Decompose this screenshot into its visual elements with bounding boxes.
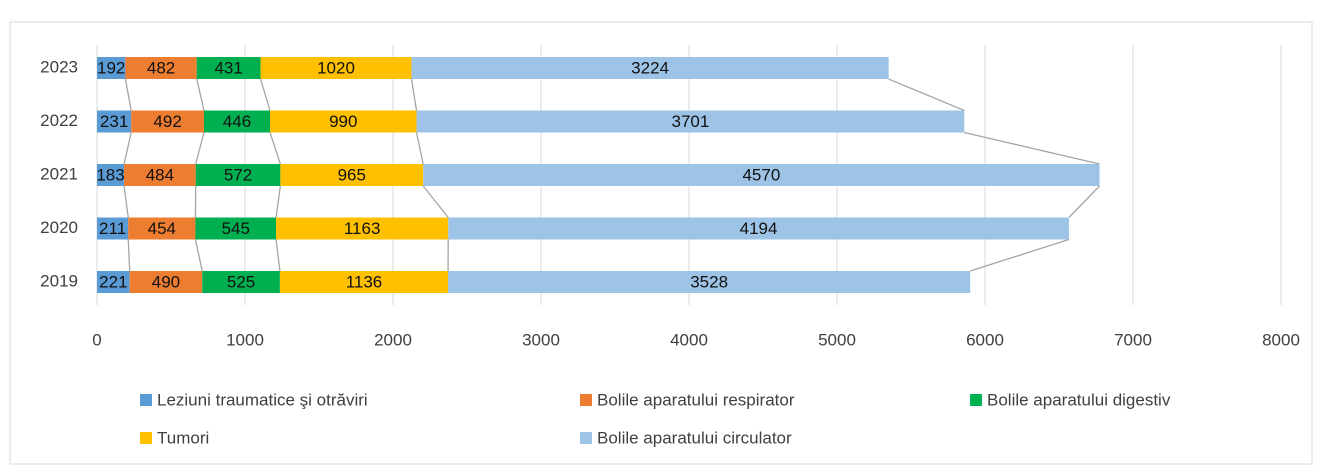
series-line [259, 78, 271, 111]
bar-segment [195, 164, 281, 186]
x-tick-label: 1000 [226, 330, 264, 349]
bar-segment [128, 217, 196, 240]
data-label: 3701 [671, 112, 709, 131]
bar-segment [448, 217, 1069, 240]
series-line [888, 78, 965, 112]
legend-label: Leziuni traumatice şi otrăviri [157, 390, 368, 409]
legend-swatch [580, 394, 592, 406]
bar-segment [196, 57, 261, 79]
series-line [415, 132, 424, 165]
bar-segment [204, 110, 271, 133]
data-label: 525 [227, 272, 255, 291]
y-tick-label: 2023 [40, 57, 78, 76]
bar-segment [448, 271, 971, 293]
bar-segment [124, 164, 196, 186]
data-label: 446 [223, 112, 251, 131]
bar-segment [97, 57, 126, 79]
series-line [410, 78, 418, 111]
data-label: 492 [153, 112, 181, 131]
y-tick-label: 2021 [40, 164, 78, 183]
bar-segment [280, 164, 424, 186]
legend-swatch [140, 394, 152, 406]
data-label: 990 [329, 112, 357, 131]
series-line [194, 239, 203, 272]
x-tick-label: 4000 [670, 330, 708, 349]
bar-segment [202, 271, 280, 293]
legend-swatch [580, 432, 592, 444]
series-line [123, 132, 132, 165]
data-label: 484 [146, 165, 174, 184]
bar-segment [423, 164, 1100, 186]
y-tick-label: 2019 [40, 271, 78, 290]
legend-swatch [970, 394, 982, 406]
series-line [195, 132, 205, 165]
data-label: 572 [224, 165, 252, 184]
data-label: 183 [96, 165, 124, 184]
bar-segment [270, 110, 417, 133]
data-label: 431 [214, 58, 242, 77]
legend-swatch [140, 432, 152, 444]
x-tick-label: 8000 [1262, 330, 1300, 349]
bar-segment [97, 217, 129, 240]
bar-segment [97, 164, 125, 186]
bar-segment [279, 271, 449, 293]
data-label: 192 [97, 58, 125, 77]
bar-segment [260, 57, 412, 79]
data-label: 231 [100, 112, 128, 131]
y-tick-label: 2020 [40, 218, 78, 237]
bar-segment [125, 57, 197, 79]
data-label: 3224 [631, 58, 669, 77]
bar-segment [97, 110, 132, 133]
data-label: 1163 [344, 219, 381, 238]
data-label: 965 [338, 165, 366, 184]
data-label: 490 [152, 272, 180, 291]
legend-label: Bolile aparatului digestiv [987, 390, 1171, 409]
series-line [275, 239, 281, 272]
series-line [269, 132, 281, 165]
data-label: 3528 [690, 272, 728, 291]
series-line [964, 131, 1100, 165]
data-label: 4194 [740, 219, 778, 238]
legend-label: Bolile aparatului respirator [597, 390, 795, 409]
legend-label: Bolile aparatului circulator [597, 428, 792, 447]
series-line [196, 78, 205, 111]
series-line [123, 185, 129, 218]
chart-frame [9, 21, 1313, 465]
x-tick-label: 6000 [966, 330, 1004, 349]
data-label: 454 [148, 219, 176, 238]
series-line [422, 185, 449, 218]
y-tick-label: 2022 [40, 111, 78, 130]
series-line [127, 239, 131, 272]
x-tick-label: 7000 [1114, 330, 1152, 349]
data-label: 1020 [317, 58, 355, 77]
bar-segment [97, 271, 130, 293]
series-line [124, 78, 132, 111]
bar-segment [129, 271, 203, 293]
bar-segment [131, 110, 205, 133]
series-line [1068, 185, 1101, 218]
data-label: 221 [99, 272, 127, 291]
bar-segment [195, 217, 277, 240]
x-tick-label: 5000 [818, 330, 856, 349]
bar-segment [276, 217, 449, 240]
bar-segment [416, 110, 965, 133]
data-label: 482 [147, 58, 175, 77]
data-label: 4570 [742, 165, 780, 184]
legend-label: Tumori [157, 428, 209, 447]
data-label: 1136 [346, 272, 383, 291]
data-label: 545 [222, 219, 250, 238]
x-tick-label: 3000 [522, 330, 560, 349]
series-line [970, 238, 1070, 272]
x-tick-label: 0 [92, 330, 101, 349]
x-tick-label: 2000 [374, 330, 412, 349]
data-label: 211 [99, 219, 126, 238]
bar-segment [411, 57, 889, 79]
series-line [275, 185, 282, 218]
